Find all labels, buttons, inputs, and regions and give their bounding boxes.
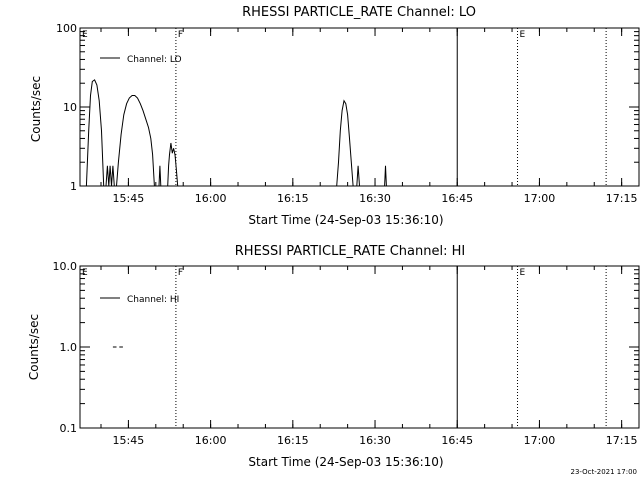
chart-title: RHESSI PARTICLE_RATE Channel: HI bbox=[235, 244, 465, 259]
y-tick-label: 100 bbox=[56, 22, 77, 35]
x-tick-label: 16:45 bbox=[441, 192, 473, 205]
event-label: E bbox=[82, 30, 88, 40]
legend: Channel: LO bbox=[100, 55, 182, 65]
series-line-segment bbox=[167, 142, 179, 187]
x-tick-label: 16:30 bbox=[359, 434, 391, 447]
event-label: E bbox=[520, 268, 526, 278]
legend-label: Channel: HI bbox=[127, 295, 179, 305]
y-axis-label: Counts/sec bbox=[29, 76, 43, 142]
x-tick-label: 17:15 bbox=[606, 192, 638, 205]
x-tick-label: 16:30 bbox=[359, 192, 391, 205]
x-tick-label: 15:45 bbox=[113, 192, 145, 205]
x-axis-label: Start Time (24-Sep-03 15:36:10) bbox=[248, 455, 443, 469]
x-axis: 15:45 16:00 16:15 16:30 16:45 17:00 17:15 bbox=[100, 28, 638, 205]
x-tick-label: 16:15 bbox=[277, 434, 309, 447]
series-line-segment bbox=[356, 165, 360, 187]
y-tick-label: 10.0 bbox=[53, 260, 78, 273]
y-tick-label: 10 bbox=[63, 101, 77, 114]
x-tick-label: 17:15 bbox=[606, 434, 638, 447]
panel-lo: RHESSI PARTICLE_RATE Channel: LO E F E 15:… bbox=[29, 5, 640, 227]
plot-frame bbox=[79, 27, 640, 187]
series-line-segment bbox=[116, 95, 155, 187]
series-line-segment bbox=[158, 165, 162, 187]
plot-frame bbox=[79, 265, 640, 429]
x-tick-label: 16:45 bbox=[441, 434, 473, 447]
series-lines bbox=[85, 79, 387, 187]
event-label: F bbox=[178, 268, 183, 278]
legend-label: Channel: LO bbox=[127, 55, 182, 65]
y-axis: 0.1 1.0 10.0 bbox=[53, 260, 639, 435]
x-tick-label: 16:00 bbox=[195, 192, 227, 205]
event-label: F bbox=[178, 30, 183, 40]
series-line-segment bbox=[384, 165, 387, 187]
x-tick-label: 16:15 bbox=[277, 192, 309, 205]
y-tick-label: 0.1 bbox=[60, 422, 78, 435]
event-label: E bbox=[82, 268, 88, 278]
x-axis-label: Start Time (24-Sep-03 15:36:10) bbox=[248, 213, 443, 227]
legend: Channel: HI bbox=[100, 295, 179, 305]
x-axis: 15:45 16:00 16:15 16:30 16:45 17:00 17:15 bbox=[100, 266, 638, 447]
x-tick-label: 16:00 bbox=[195, 434, 227, 447]
y-axis: 1 10 100 bbox=[56, 22, 639, 193]
x-tick-label: 17:00 bbox=[524, 434, 556, 447]
x-tick-label: 17:00 bbox=[524, 192, 556, 205]
x-tick-label: 15:45 bbox=[113, 434, 145, 447]
footer-date: 23-Oct-2021 17:00 bbox=[571, 468, 637, 476]
series-line-segment bbox=[105, 165, 115, 187]
y-tick-label: 1 bbox=[70, 180, 77, 193]
y-tick-label: 1.0 bbox=[60, 341, 78, 354]
series-line-segment bbox=[336, 99, 354, 187]
y-axis-label: Counts/sec bbox=[27, 314, 41, 380]
chart-title: RHESSI PARTICLE_RATE Channel: LO bbox=[242, 5, 476, 20]
panel-hi: RHESSI PARTICLE_RATE Channel: HI E F E 15:… bbox=[27, 244, 640, 469]
series-line-segment bbox=[85, 79, 105, 187]
event-label: E bbox=[520, 30, 526, 40]
